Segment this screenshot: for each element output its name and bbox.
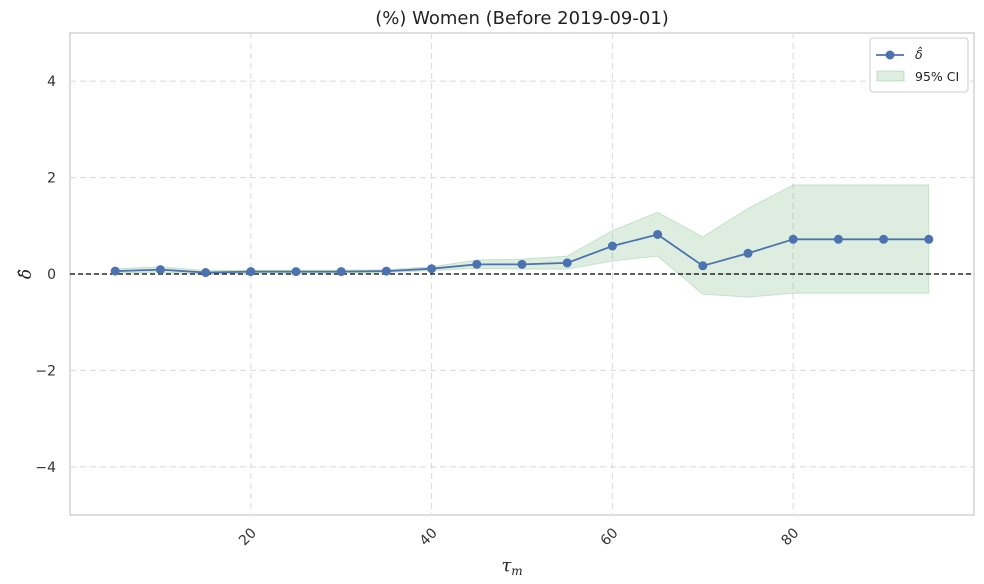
estimate-point [879, 234, 889, 244]
legend-band-swatch [876, 70, 905, 82]
x-axis-label: τm [501, 555, 522, 578]
legend-marker-swatch [885, 50, 895, 60]
chart-title: (%) Women (Before 2019-09-01) [375, 8, 669, 29]
estimate-point [201, 268, 211, 278]
estimate-point [788, 234, 798, 244]
x-axis-label-subscript: m [511, 564, 522, 578]
legend-box [869, 37, 969, 93]
estimate-point [472, 259, 482, 269]
y-tick-label: −4 [35, 460, 56, 476]
estimate-point [246, 267, 256, 277]
estimate-point [924, 234, 934, 244]
estimate-point [653, 229, 663, 239]
estimate-point [562, 258, 572, 268]
y-tick-label: 4 [47, 74, 56, 90]
y-axis-label: δ̂ [16, 269, 36, 279]
series-line-layer [110, 229, 934, 278]
estimate-point [607, 241, 617, 251]
y-tick-label: 0 [47, 267, 56, 283]
legend-label-ci: 95% CI [915, 69, 959, 84]
estimate-point [110, 266, 120, 276]
estimate-point [517, 259, 527, 269]
legend: δ̂ 95% CI [869, 37, 969, 93]
estimate-point [155, 265, 165, 275]
estimate-point [427, 264, 437, 274]
estimate-point [291, 267, 301, 277]
estimate-point [336, 267, 346, 277]
ci-band [114, 184, 930, 298]
estimate-point [381, 266, 391, 276]
legend-label-estimate: δ̂ [915, 46, 923, 62]
estimate-point [698, 261, 708, 271]
estimate-point [743, 248, 753, 258]
x-axis-label-main: τ [501, 555, 512, 576]
y-tick-label: 2 [47, 171, 56, 187]
estimate-point [833, 234, 843, 244]
ci-band-layer [114, 184, 930, 298]
y-tick-label: −2 [35, 363, 56, 379]
